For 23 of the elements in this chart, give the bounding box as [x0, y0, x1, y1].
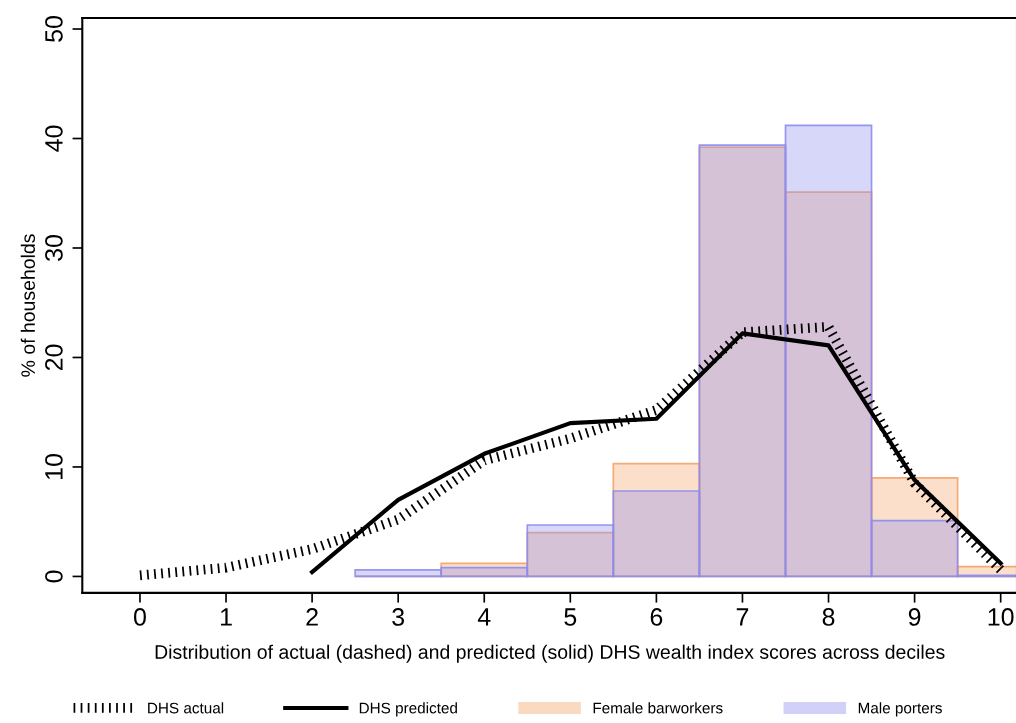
y-tick-label: 0 — [45, 570, 63, 583]
x-tick-label: 3 — [392, 608, 405, 626]
y-tick-label: 50 — [45, 16, 63, 42]
y-tick-label: 40 — [45, 125, 63, 152]
x-tick-label: 7 — [736, 608, 749, 626]
y-tick-label: 30 — [45, 235, 63, 261]
y-tick-label: 10 — [45, 454, 63, 479]
y-axis-title: % of households — [20, 234, 36, 377]
x-tick-label: 6 — [650, 608, 663, 626]
x-tick-label: 9 — [908, 608, 921, 626]
x-tick-label: 0 — [133, 608, 146, 626]
legend-label: Female barworkers — [593, 702, 723, 714]
y-tick-label: 20 — [45, 344, 63, 371]
x-tick-label: 10 — [988, 608, 1014, 626]
x-tick-label: 1 — [220, 608, 232, 626]
x-axis-title: Distribution of actual (dashed) and predicted (solid) DHS wealth index scores across deciles — [155, 644, 945, 663]
x-tick-label: 5 — [564, 608, 577, 626]
x-tick-label: 8 — [822, 608, 835, 626]
legend-label: DHS predicted — [359, 702, 457, 717]
legend-label: DHS actual — [148, 702, 224, 714]
x-tick-label: 2 — [306, 608, 318, 626]
x-tick-label: 4 — [477, 608, 491, 626]
legend-label: Male porters — [858, 702, 942, 717]
